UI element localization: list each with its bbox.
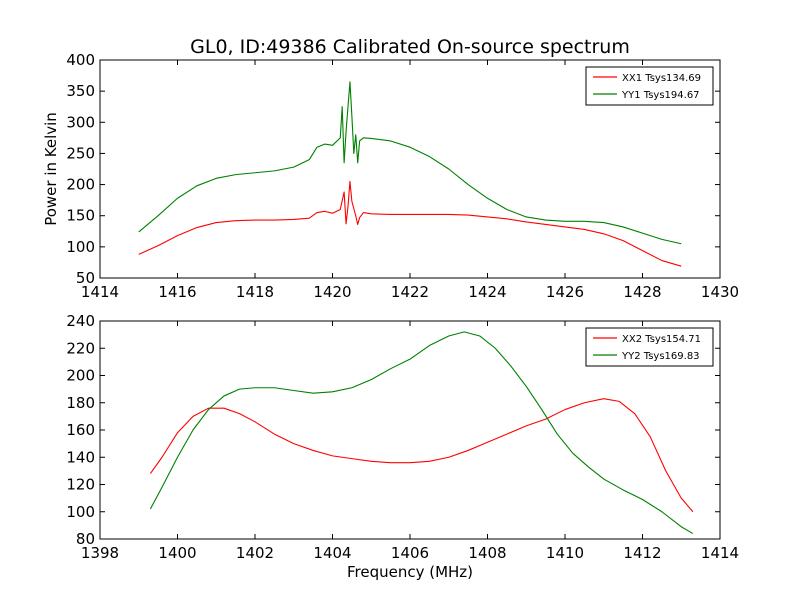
y-tick-label: 350 [66,82,95,100]
y-tick-label: 250 [66,144,95,162]
legend: XX1 Tsys134.69 YY1 Tsys194.67 [585,66,714,106]
x-tick-label: 1410 [546,544,584,562]
x-tick-label: 1428 [623,283,661,301]
series-line-xx2 [149,398,694,513]
y-tick-label: 100 [66,503,95,521]
legend-entry: YY2 Tsys169.83 [621,351,700,362]
y-tick-label: 160 [66,421,95,439]
legend-box [585,327,714,367]
bottom-plot: 1398 1400 1402 1404 1406 1408 1410 1412 1414 80 10… [66,312,739,562]
x-axis-label: Frequency (MHz) [347,563,473,581]
legend-entry: XX1 Tsys134.69 [622,73,701,84]
series-line-yy2 [149,331,694,535]
x-tick-label: 1422 [391,283,429,301]
y-tick-label: 150 [66,207,95,225]
chart-title: GL0, ID:49386 Calibrated On-source spect… [190,36,630,58]
x-tick-label: 1406 [391,544,429,562]
x-tick-label: 1400 [158,544,196,562]
x-tick-label: 1404 [313,544,351,562]
series-line-yy1 [138,81,682,245]
x-tick-label: 1412 [623,544,661,562]
x-tick-label: 1414 [81,283,119,301]
x-tick-label: 1416 [158,283,196,301]
top-plot: 1414 1416 1418 1420 1422 1424 1426 1428 1430 50 10… [66,51,739,301]
x-tick-label: 1426 [546,283,584,301]
y-tick-label: 50 [76,269,95,287]
y-tick-label: 200 [66,176,95,194]
y-tick-label: 140 [66,448,95,466]
x-tick-label: 1402 [236,544,274,562]
legend: XX2 Tsys154.71 YY2 Tsys169.83 [585,327,714,367]
legend-entry: YY1 Tsys194.67 [621,90,700,101]
y-tick-label: 180 [66,394,95,412]
series-line-xx1 [138,180,682,267]
x-tick-label: 1430 [701,283,739,301]
y-tick-label: 120 [66,476,95,494]
y-tick-label: 220 [66,339,95,357]
y-tick-label: 240 [66,312,95,330]
y-tick-label: 300 [66,113,95,131]
y-tick-label: 80 [76,530,95,548]
x-tick-label: 1398 [81,544,119,562]
x-tick-label: 1420 [313,283,351,301]
y-tick-label: 400 [66,51,95,69]
x-tick-label: 1424 [468,283,506,301]
legend-entry: XX2 Tsys154.71 [622,334,701,345]
legend-box [585,66,714,106]
top-y-axis-label: Power in Kelvin [42,112,60,226]
x-tick-label: 1408 [468,544,506,562]
y-tick-label: 100 [66,238,95,256]
x-tick-label: 1414 [701,544,739,562]
y-tick-label: 200 [66,367,95,385]
x-tick-label: 1418 [236,283,274,301]
